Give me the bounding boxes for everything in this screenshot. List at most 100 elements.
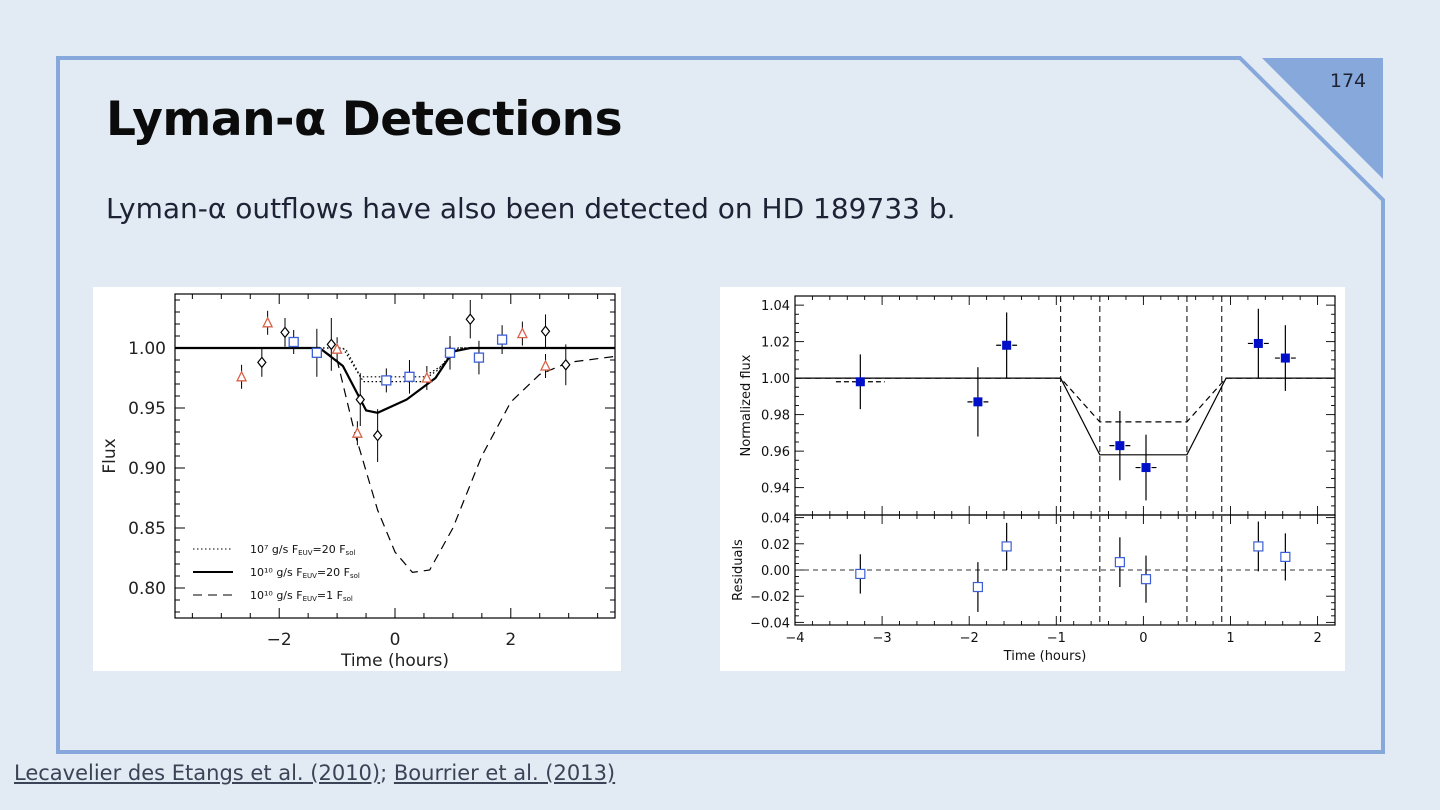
top-y-tick-label: 0.98	[761, 409, 790, 424]
legend-text: 10¹⁰ g/s F	[250, 566, 303, 579]
legend-sub: EUV	[303, 595, 318, 603]
citation-separator: ;	[380, 761, 388, 785]
slide-title: Lyman-α Detections	[106, 92, 623, 147]
x-tick-label: −1	[1047, 631, 1066, 646]
triangle-point	[539, 359, 552, 371]
legend-mid: =20 F	[313, 543, 346, 556]
frame-border	[56, 56, 1385, 754]
triangle-point	[236, 370, 248, 382]
square-point	[288, 336, 299, 348]
citation-link-1[interactable]: Lecavelier des Etangs et al. (2010)	[14, 761, 381, 785]
diamond-point	[465, 313, 476, 326]
normalized-flux-chart: 0.94 0.96 0.98 1.00 1.02 1.04 −0.04 −0.02 0.00 0.…	[731, 295, 1336, 664]
flux-point	[973, 397, 983, 407]
x-axis-label: Time (hours)	[340, 651, 449, 671]
square-point	[311, 347, 322, 358]
y-tick-label: 1.00	[128, 339, 166, 359]
legend-mid: =20 F	[317, 566, 350, 579]
top-y-tick-label: 1.00	[761, 372, 790, 387]
residual-point	[855, 568, 866, 580]
bottom-y-tick-label: 0.00	[761, 564, 790, 579]
diamond-point	[355, 393, 366, 406]
x-tick-label: 0	[390, 630, 401, 650]
residual-point	[1253, 541, 1264, 552]
model-curves	[175, 346, 615, 574]
residual-point	[1114, 557, 1125, 568]
flux-point	[855, 377, 865, 387]
diamond-point	[540, 325, 551, 338]
legend-text: 10⁷ g/s F	[250, 543, 298, 556]
x-tick-label: −2	[267, 630, 292, 650]
top-y-tick-label: 0.96	[761, 445, 790, 460]
top-y-tick-label: 0.94	[761, 482, 790, 497]
x-tick-label: −3	[873, 631, 892, 646]
legend-sub: EUV	[298, 549, 313, 557]
flux-light-curve-figure: −2 0 2 0.80 0.85 0.90 0.95 1.00 Time (hours) Flux…	[93, 287, 621, 671]
triangle-point	[331, 342, 343, 354]
triangle-point	[262, 316, 274, 328]
diamond-point	[280, 326, 290, 339]
flux-point	[1115, 441, 1125, 451]
flux-point	[1280, 353, 1290, 363]
y-tick-label: 0.85	[128, 519, 166, 539]
model-curve-dotted	[175, 347, 615, 378]
y-axis-label: Flux	[100, 438, 120, 473]
residual-point	[1140, 574, 1152, 585]
y-tick-label: 0.95	[128, 399, 166, 419]
plot-frame	[174, 293, 616, 619]
legend-sub2: sol	[343, 595, 353, 603]
model-curve-dashed	[175, 347, 615, 574]
bottom-y-tick-label: −0.02	[750, 590, 790, 605]
residual-point	[972, 581, 984, 593]
diamond-point	[326, 338, 337, 351]
bottom-panel-frame	[794, 514, 1336, 626]
x-tick-label: −4	[785, 631, 804, 646]
flux-point	[1141, 463, 1151, 473]
triangle-point	[351, 426, 363, 438]
legend-mid: =1 F	[317, 589, 343, 602]
flux-chart: −2 0 2 0.80 0.85 0.90 0.95 1.00 Time (hours) Flux…	[100, 293, 616, 671]
x-tick-label: 0	[1139, 631, 1147, 646]
citations: Lecavelier des Etangs et al. (2010); Bou…	[14, 761, 615, 785]
flux-point	[1253, 338, 1263, 348]
x-tick-label: −2	[960, 631, 979, 646]
x-tick-label: 2	[505, 630, 516, 650]
x-tick-label: 2	[1313, 631, 1321, 646]
model-curve-solid	[795, 377, 1335, 456]
diamond-point	[372, 429, 383, 442]
square-point	[473, 352, 485, 363]
y-tick-label: 0.90	[128, 459, 166, 479]
square-point	[444, 347, 456, 358]
legend-text: 10¹⁰ g/s F	[250, 589, 303, 602]
legend-label: 10¹⁰ g/s FEUV=20 Fsol	[250, 566, 360, 580]
top-y-axis-label: Normalized flux	[739, 354, 754, 456]
slide-subtitle: Lyman-α outflows have also been detected…	[106, 192, 956, 225]
slide-number: 174	[1329, 70, 1367, 92]
model-curve-dashed	[795, 377, 1335, 423]
diamond-point	[561, 358, 571, 371]
x-tick-label: 1	[1226, 631, 1234, 646]
legend-sub2: sol	[346, 549, 356, 557]
bottom-y-tick-label: 0.02	[761, 538, 790, 553]
top-panel-frame	[794, 295, 1336, 516]
residual-point	[1001, 541, 1012, 552]
citation-link-2[interactable]: Bourrier et al. (2013)	[393, 761, 616, 785]
legend-sub: EUV	[303, 572, 318, 580]
x-axis-label: Time (hours)	[1003, 649, 1087, 664]
square-point	[381, 375, 392, 386]
square-point	[496, 334, 508, 345]
flux-point	[1002, 340, 1012, 350]
residual-point	[1280, 551, 1291, 563]
bottom-y-tick-label: 0.04	[761, 512, 790, 527]
bottom-y-axis-label: Residuals	[731, 539, 746, 601]
legend-label: 10¹⁰ g/s FEUV=1 Fsol	[250, 589, 353, 603]
triangle-point	[421, 371, 433, 383]
legend-sub2: sol	[350, 572, 360, 580]
top-y-tick-label: 1.02	[761, 336, 790, 351]
diamond-point	[257, 356, 267, 369]
top-y-tick-label: 1.04	[761, 299, 790, 314]
bottom-y-tick-label: −0.04	[750, 616, 790, 631]
triangle-point	[516, 327, 528, 339]
